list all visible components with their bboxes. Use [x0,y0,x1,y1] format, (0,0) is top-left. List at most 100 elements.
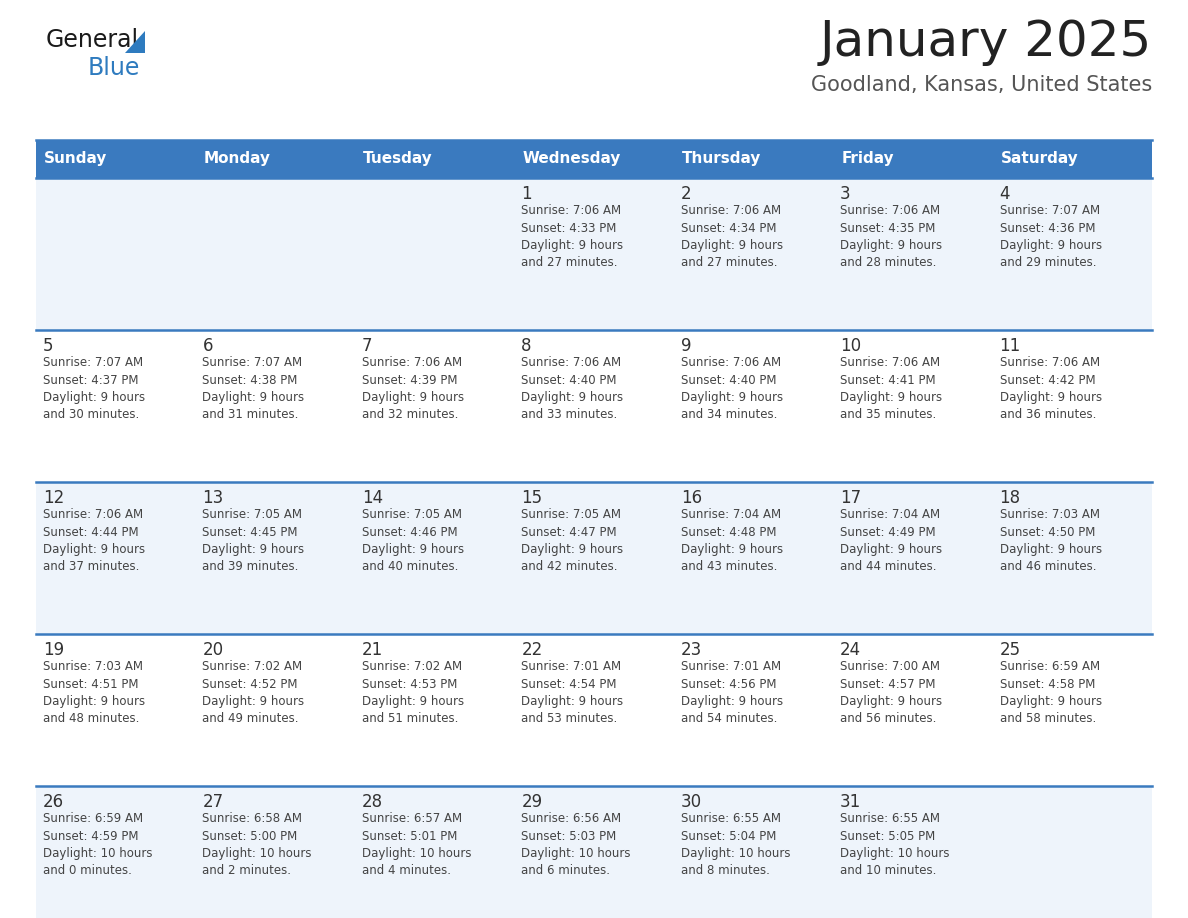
Text: 7: 7 [362,337,372,355]
Bar [992,140,1152,178]
Text: 24: 24 [840,641,861,659]
Bar [833,482,992,634]
Bar [992,330,1152,482]
Bar [514,178,674,330]
Text: 10: 10 [840,337,861,355]
Text: Saturday: Saturday [1000,151,1079,166]
Bar [36,178,196,330]
Text: Sunrise: 7:02 AM
Sunset: 4:52 PM
Daylight: 9 hours
and 49 minutes.: Sunrise: 7:02 AM Sunset: 4:52 PM Dayligh… [202,660,304,725]
Bar [355,482,514,634]
Text: 30: 30 [681,793,702,811]
Text: 23: 23 [681,641,702,659]
Text: 26: 26 [43,793,64,811]
Text: 1: 1 [522,185,532,203]
Bar [514,330,674,482]
Bar [992,482,1152,634]
Text: Sunrise: 7:07 AM
Sunset: 4:36 PM
Daylight: 9 hours
and 29 minutes.: Sunrise: 7:07 AM Sunset: 4:36 PM Dayligh… [999,204,1101,270]
Text: Sunrise: 6:55 AM
Sunset: 5:05 PM
Daylight: 10 hours
and 10 minutes.: Sunrise: 6:55 AM Sunset: 5:05 PM Dayligh… [840,812,949,878]
Bar [833,330,992,482]
Bar [674,178,833,330]
Text: January 2025: January 2025 [820,18,1152,66]
Text: Sunrise: 7:01 AM
Sunset: 4:54 PM
Daylight: 9 hours
and 53 minutes.: Sunrise: 7:01 AM Sunset: 4:54 PM Dayligh… [522,660,624,725]
Bar [833,140,992,178]
Bar [514,634,674,786]
Bar [196,482,355,634]
Bar [992,178,1152,330]
Text: Sunday: Sunday [44,151,107,166]
Bar [196,786,355,918]
Text: 18: 18 [999,489,1020,507]
Text: 27: 27 [202,793,223,811]
Bar [514,482,674,634]
Text: Sunrise: 7:07 AM
Sunset: 4:38 PM
Daylight: 9 hours
and 31 minutes.: Sunrise: 7:07 AM Sunset: 4:38 PM Dayligh… [202,356,304,421]
Bar [674,482,833,634]
Bar [36,140,196,178]
Text: Sunrise: 7:06 AM
Sunset: 4:40 PM
Daylight: 9 hours
and 33 minutes.: Sunrise: 7:06 AM Sunset: 4:40 PM Dayligh… [522,356,624,421]
Text: Sunrise: 6:55 AM
Sunset: 5:04 PM
Daylight: 10 hours
and 8 minutes.: Sunrise: 6:55 AM Sunset: 5:04 PM Dayligh… [681,812,790,878]
Text: 15: 15 [522,489,543,507]
Text: Sunrise: 7:06 AM
Sunset: 4:39 PM
Daylight: 9 hours
and 32 minutes.: Sunrise: 7:06 AM Sunset: 4:39 PM Dayligh… [362,356,465,421]
Text: Sunrise: 7:05 AM
Sunset: 4:46 PM
Daylight: 9 hours
and 40 minutes.: Sunrise: 7:05 AM Sunset: 4:46 PM Dayligh… [362,508,465,574]
Text: Thursday: Thursday [682,151,762,166]
Bar [196,178,355,330]
Text: Sunrise: 6:57 AM
Sunset: 5:01 PM
Daylight: 10 hours
and 4 minutes.: Sunrise: 6:57 AM Sunset: 5:01 PM Dayligh… [362,812,472,878]
Text: 17: 17 [840,489,861,507]
Bar [196,634,355,786]
Text: 22: 22 [522,641,543,659]
Text: 2: 2 [681,185,691,203]
Text: 3: 3 [840,185,851,203]
Text: Sunrise: 6:56 AM
Sunset: 5:03 PM
Daylight: 10 hours
and 6 minutes.: Sunrise: 6:56 AM Sunset: 5:03 PM Dayligh… [522,812,631,878]
Text: Sunrise: 7:06 AM
Sunset: 4:44 PM
Daylight: 9 hours
and 37 minutes.: Sunrise: 7:06 AM Sunset: 4:44 PM Dayligh… [43,508,145,574]
Text: Sunrise: 7:06 AM
Sunset: 4:35 PM
Daylight: 9 hours
and 28 minutes.: Sunrise: 7:06 AM Sunset: 4:35 PM Dayligh… [840,204,942,270]
Text: Tuesday: Tuesday [362,151,432,166]
Bar [355,178,514,330]
Bar [992,634,1152,786]
Text: Sunrise: 7:06 AM
Sunset: 4:33 PM
Daylight: 9 hours
and 27 minutes.: Sunrise: 7:06 AM Sunset: 4:33 PM Dayligh… [522,204,624,270]
Text: Sunrise: 7:07 AM
Sunset: 4:37 PM
Daylight: 9 hours
and 30 minutes.: Sunrise: 7:07 AM Sunset: 4:37 PM Dayligh… [43,356,145,421]
Text: 16: 16 [681,489,702,507]
Text: Goodland, Kansas, United States: Goodland, Kansas, United States [810,75,1152,95]
Text: Blue: Blue [88,56,140,80]
Bar [674,330,833,482]
Text: Sunrise: 7:02 AM
Sunset: 4:53 PM
Daylight: 9 hours
and 51 minutes.: Sunrise: 7:02 AM Sunset: 4:53 PM Dayligh… [362,660,465,725]
Bar [36,482,196,634]
Bar [36,330,196,482]
Bar [674,786,833,918]
Text: Sunrise: 7:03 AM
Sunset: 4:51 PM
Daylight: 9 hours
and 48 minutes.: Sunrise: 7:03 AM Sunset: 4:51 PM Dayligh… [43,660,145,725]
Text: 12: 12 [43,489,64,507]
Text: General: General [46,28,139,52]
Text: Sunrise: 6:59 AM
Sunset: 4:59 PM
Daylight: 10 hours
and 0 minutes.: Sunrise: 6:59 AM Sunset: 4:59 PM Dayligh… [43,812,152,878]
Text: Sunrise: 7:06 AM
Sunset: 4:42 PM
Daylight: 9 hours
and 36 minutes.: Sunrise: 7:06 AM Sunset: 4:42 PM Dayligh… [999,356,1101,421]
Text: 14: 14 [362,489,383,507]
Text: Monday: Monday [203,151,271,166]
Bar [196,140,355,178]
Bar [355,330,514,482]
Text: 4: 4 [999,185,1010,203]
Bar [514,786,674,918]
Text: 25: 25 [999,641,1020,659]
Bar [674,140,833,178]
Bar [992,786,1152,918]
Text: 11: 11 [999,337,1020,355]
Bar [833,634,992,786]
Text: Sunrise: 6:58 AM
Sunset: 5:00 PM
Daylight: 10 hours
and 2 minutes.: Sunrise: 6:58 AM Sunset: 5:00 PM Dayligh… [202,812,312,878]
Text: Sunrise: 7:06 AM
Sunset: 4:40 PM
Daylight: 9 hours
and 34 minutes.: Sunrise: 7:06 AM Sunset: 4:40 PM Dayligh… [681,356,783,421]
Text: Sunrise: 7:05 AM
Sunset: 4:47 PM
Daylight: 9 hours
and 42 minutes.: Sunrise: 7:05 AM Sunset: 4:47 PM Dayligh… [522,508,624,574]
Text: 9: 9 [681,337,691,355]
Text: 21: 21 [362,641,383,659]
Bar [514,140,674,178]
Text: Sunrise: 7:01 AM
Sunset: 4:56 PM
Daylight: 9 hours
and 54 minutes.: Sunrise: 7:01 AM Sunset: 4:56 PM Dayligh… [681,660,783,725]
Bar [674,634,833,786]
Text: Sunrise: 7:06 AM
Sunset: 4:41 PM
Daylight: 9 hours
and 35 minutes.: Sunrise: 7:06 AM Sunset: 4:41 PM Dayligh… [840,356,942,421]
Text: 31: 31 [840,793,861,811]
Text: Sunrise: 7:05 AM
Sunset: 4:45 PM
Daylight: 9 hours
and 39 minutes.: Sunrise: 7:05 AM Sunset: 4:45 PM Dayligh… [202,508,304,574]
Text: 13: 13 [202,489,223,507]
Text: Sunrise: 7:04 AM
Sunset: 4:49 PM
Daylight: 9 hours
and 44 minutes.: Sunrise: 7:04 AM Sunset: 4:49 PM Dayligh… [840,508,942,574]
Text: Friday: Friday [841,151,893,166]
Text: 5: 5 [43,337,53,355]
Bar [833,178,992,330]
Text: 29: 29 [522,793,543,811]
Text: 8: 8 [522,337,532,355]
Text: Sunrise: 7:06 AM
Sunset: 4:34 PM
Daylight: 9 hours
and 27 minutes.: Sunrise: 7:06 AM Sunset: 4:34 PM Dayligh… [681,204,783,270]
Bar [355,786,514,918]
